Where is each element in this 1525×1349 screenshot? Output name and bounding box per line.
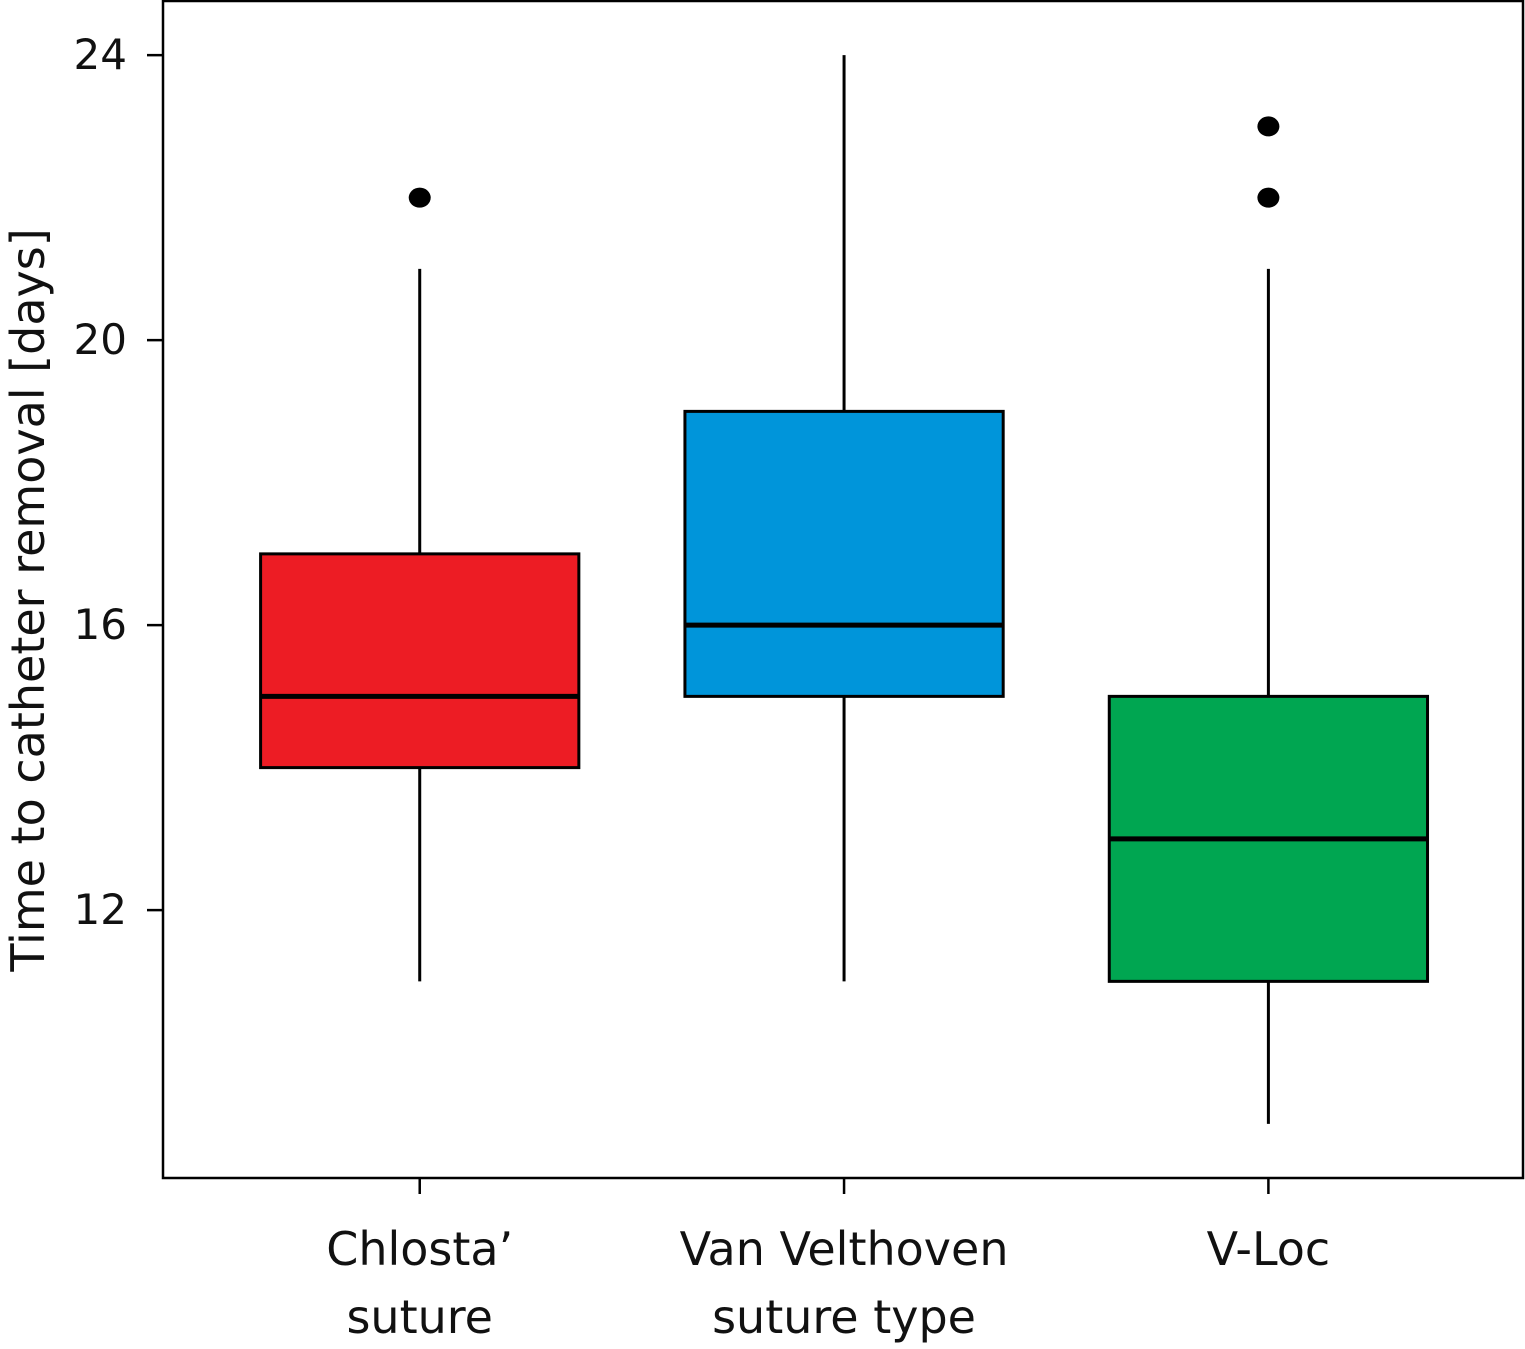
outlier-point — [408, 187, 431, 208]
y-axis-label: Time to catheter removal [days] — [1, 228, 55, 972]
x-tick-label-line: suture — [346, 1290, 493, 1344]
y-tick-label: 24 — [74, 30, 127, 79]
x-tick-label: Chlosta’ suture — [326, 1222, 513, 1344]
box — [683, 409, 1005, 698]
y-tick-label: 12 — [74, 885, 127, 934]
y-tick-label: 16 — [74, 600, 127, 649]
x-tick-label-line: suture type — [712, 1290, 976, 1344]
outlier-point — [1257, 187, 1280, 208]
outlier-point — [1257, 116, 1280, 137]
box — [259, 552, 581, 770]
x-tick-label-line: V-Loc — [1207, 1222, 1331, 1276]
x-tick-label: Van Velthoven suture type — [680, 1222, 1009, 1344]
x-tick-label: V-Loc — [1207, 1222, 1331, 1276]
y-tick-label: 20 — [74, 315, 127, 364]
x-tick-label-line: Van Velthoven — [680, 1222, 1009, 1276]
x-tick-label-line: Chlosta’ — [326, 1222, 513, 1276]
